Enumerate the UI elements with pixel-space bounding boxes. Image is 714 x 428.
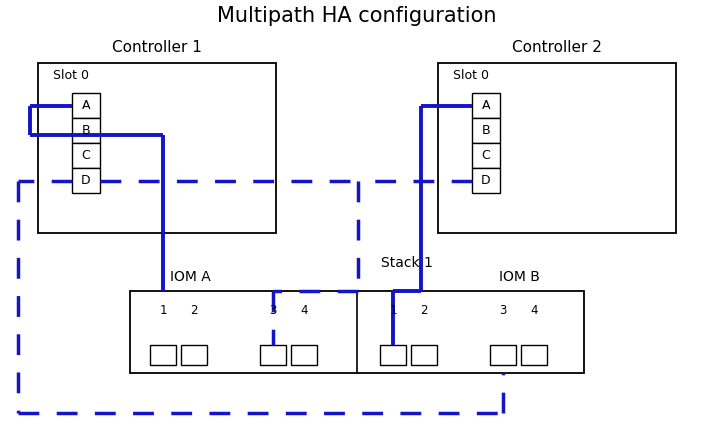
Bar <box>521 345 547 365</box>
Text: IOM A: IOM A <box>170 270 211 284</box>
Bar <box>130 291 584 373</box>
Bar <box>260 345 286 365</box>
Text: 2: 2 <box>190 304 198 318</box>
Text: Controller 2: Controller 2 <box>512 39 602 54</box>
Text: B: B <box>482 124 491 137</box>
Text: A: A <box>81 99 90 112</box>
Bar <box>472 118 500 143</box>
Bar <box>380 345 406 365</box>
Text: Stack 1: Stack 1 <box>381 256 433 270</box>
Bar <box>472 168 500 193</box>
Bar <box>72 143 100 168</box>
Bar <box>490 345 516 365</box>
Bar <box>472 143 500 168</box>
Text: D: D <box>81 174 91 187</box>
Text: 3: 3 <box>269 304 277 318</box>
Bar <box>38 63 276 233</box>
Bar <box>181 345 207 365</box>
Text: C: C <box>482 149 491 162</box>
Bar <box>411 345 437 365</box>
Bar <box>72 93 100 118</box>
Text: Multipath HA configuration: Multipath HA configuration <box>217 6 497 26</box>
Text: Controller 1: Controller 1 <box>112 39 202 54</box>
Bar <box>72 118 100 143</box>
Text: 1: 1 <box>159 304 167 318</box>
Bar <box>150 345 176 365</box>
Text: Slot 0: Slot 0 <box>53 68 89 81</box>
Bar <box>72 168 100 193</box>
Text: 1: 1 <box>389 304 397 318</box>
Text: 3: 3 <box>499 304 507 318</box>
Bar <box>291 345 317 365</box>
Text: A: A <box>482 99 491 112</box>
Text: C: C <box>81 149 91 162</box>
Text: IOM B: IOM B <box>498 270 540 284</box>
Text: D: D <box>481 174 491 187</box>
Bar <box>472 93 500 118</box>
Bar <box>438 63 676 233</box>
Text: 4: 4 <box>531 304 538 318</box>
Text: 2: 2 <box>421 304 428 318</box>
Text: B: B <box>81 124 90 137</box>
Text: Slot 0: Slot 0 <box>453 68 489 81</box>
Text: 4: 4 <box>301 304 308 318</box>
